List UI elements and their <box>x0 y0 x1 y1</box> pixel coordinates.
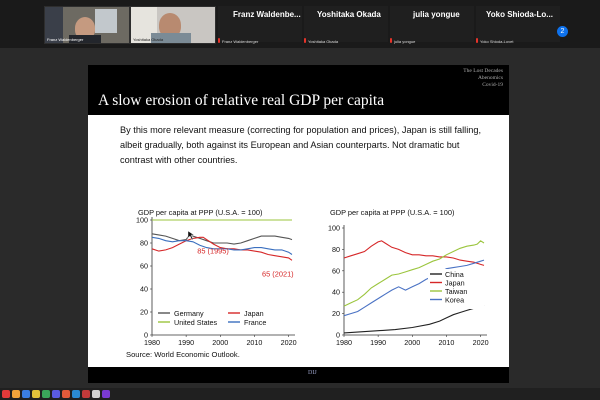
participant-tile[interactable] <box>390 6 474 42</box>
muted-mic-icon <box>304 38 306 43</box>
app-icon[interactable] <box>72 390 80 398</box>
chart-title: GDP per capita at PPP (U.S.A. = 100) <box>330 208 454 217</box>
shoulders <box>151 33 191 43</box>
y-tick-label: 0 <box>144 331 148 340</box>
participant-video[interactable]: Yoshitaka Okada <box>130 6 216 44</box>
participant-name: julia yongue <box>413 10 460 19</box>
legend-label: Taiwan <box>445 287 467 296</box>
series-line <box>343 259 485 317</box>
chart-annotation: 85 (1995) <box>197 246 229 255</box>
series-line <box>151 233 293 245</box>
x-tick-label: 2000 <box>212 338 228 347</box>
muted-mic-icon <box>218 38 220 43</box>
muted-mic-icon <box>390 38 392 43</box>
app-icon[interactable] <box>62 390 70 398</box>
legend-label: Japan <box>445 279 465 288</box>
participant-tile[interactable] <box>476 6 560 42</box>
slide-footer-bar <box>88 367 509 383</box>
participants-count-badge[interactable]: 2 <box>557 26 568 37</box>
participant-label: Yoshitaka Okada <box>308 39 339 44</box>
video-caption: Franz Waldenberger <box>47 37 84 42</box>
chart-title: GDP per capita at PPP (U.S.A. = 100) <box>138 208 262 217</box>
y-tick-label: 60 <box>140 262 148 271</box>
y-tick-label: 40 <box>140 285 148 294</box>
participant-name: Yoko Shioda-Lo... <box>486 10 553 19</box>
y-tick-label: 20 <box>140 308 148 317</box>
taskbar <box>0 388 600 400</box>
app-icon[interactable] <box>2 390 10 398</box>
participant-tile[interactable] <box>304 6 388 42</box>
x-tick-label: 2010 <box>438 338 454 347</box>
legend-label: United States <box>174 318 218 327</box>
x-tick-label: 1980 <box>336 338 352 347</box>
face <box>75 17 95 39</box>
participant-name: Franz Waldenbe... <box>233 10 301 19</box>
legend-label: Japan <box>244 309 264 318</box>
x-tick-label: 2010 <box>246 338 262 347</box>
slide-body: By this more relevant measure (correctin… <box>120 125 482 165</box>
slide-nav-item: Abenomics <box>477 75 503 81</box>
y-tick-label: 80 <box>140 239 148 248</box>
shoulders <box>69 35 101 43</box>
app-icon[interactable] <box>22 390 30 398</box>
presentation-slide: The Lost Decades Abenomics Covid-19 A sl… <box>88 65 509 383</box>
meeting-toolbar: Franz Waldenberger Yoshitaka Okada Franz… <box>0 0 600 48</box>
video-caption: Yoshitaka Okada <box>133 37 164 42</box>
y-tick-label: 100 <box>328 224 340 233</box>
participant-video[interactable]: Franz Waldenberger <box>44 6 130 44</box>
participant-label: julia yongue <box>394 39 416 44</box>
app-icon[interactable] <box>102 390 110 398</box>
participant-tile[interactable] <box>218 6 302 42</box>
x-tick-label: 2020 <box>281 338 297 347</box>
slide-title-bar <box>88 91 509 115</box>
x-tick-label: 1990 <box>178 338 194 347</box>
legend-label: France <box>244 318 266 327</box>
y-tick-label: 20 <box>332 309 340 318</box>
legend-label: Germany <box>174 309 204 318</box>
bookshelf <box>45 7 63 43</box>
chart-annotation: 65 (2021) <box>262 269 294 278</box>
whiteboard <box>95 9 117 33</box>
x-tick-label: 2020 <box>473 338 489 347</box>
y-tick-label: 80 <box>332 245 340 254</box>
legend-box <box>155 307 297 331</box>
slide-nav-item: The Lost Decades <box>463 68 503 74</box>
slide-footer-label: DIJ <box>308 370 317 376</box>
y-tick-label: 60 <box>332 266 340 275</box>
mouse-cursor-icon <box>187 230 195 241</box>
app-icon[interactable] <box>32 390 40 398</box>
y-tick-label: 40 <box>332 288 340 297</box>
face <box>159 13 181 37</box>
series-line <box>151 236 293 255</box>
participant-label: Yoko Shioda-Lovet <box>480 39 514 44</box>
slide-header <box>88 65 509 91</box>
series-line <box>151 236 293 261</box>
app-icon[interactable] <box>12 390 20 398</box>
y-tick-label: 100 <box>136 216 148 225</box>
legend-box <box>428 269 484 309</box>
x-tick-label: 1990 <box>370 338 386 347</box>
slide-nav-item: Covid-19 <box>482 82 503 88</box>
app-icon[interactable] <box>42 390 50 398</box>
series-line <box>343 240 485 307</box>
series-line <box>343 240 485 266</box>
series-line <box>343 304 485 334</box>
x-tick-label: 1980 <box>144 338 160 347</box>
slide-title: A slow erosion of relative real GDP per … <box>98 92 385 109</box>
participant-name: Yoshitaka Okada <box>317 10 381 19</box>
legend-label: Korea <box>445 296 464 305</box>
legend-label: China <box>445 270 464 279</box>
x-tick-label: 2000 <box>404 338 420 347</box>
app-icon[interactable] <box>52 390 60 398</box>
charts-area: GDP per capita at PPP (U.S.A. = 100) 0 20 4… <box>136 208 489 347</box>
muted-mic-icon <box>476 38 478 43</box>
chart-source: Source: World Economic Outlook. <box>126 350 240 359</box>
participant-label: Franz Waldenberger <box>222 39 259 44</box>
y-tick-label: 0 <box>336 331 340 340</box>
app-icon[interactable] <box>82 390 90 398</box>
app-icon[interactable] <box>92 390 100 398</box>
